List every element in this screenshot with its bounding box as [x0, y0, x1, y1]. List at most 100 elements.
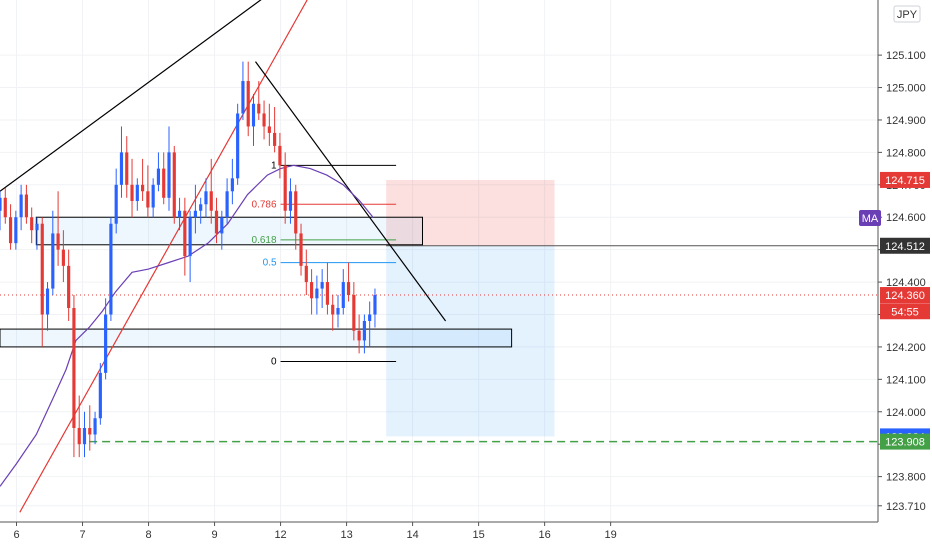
x-tick-label: 13 — [340, 529, 352, 541]
candle-body — [304, 265, 308, 283]
candle-body — [130, 184, 134, 202]
candlestick-series — [0, 61, 377, 458]
candle-body — [294, 191, 298, 234]
candle-body — [199, 204, 203, 211]
candle-body — [188, 217, 192, 257]
candle-body — [109, 223, 113, 315]
candle-body — [151, 184, 155, 208]
price-tag — [880, 171, 930, 188]
candle-body — [278, 145, 282, 166]
candle-body — [230, 178, 234, 192]
candle-body — [156, 168, 161, 185]
candle-body — [172, 152, 176, 218]
price-tag — [880, 237, 930, 254]
candle-body — [315, 288, 319, 299]
candle-body — [67, 265, 71, 309]
y-tick-label: 124.600 — [886, 212, 926, 224]
ma-badge[interactable]: MA — [859, 210, 881, 226]
candle-body — [209, 191, 213, 211]
currency-label: JPY — [897, 9, 918, 21]
y-tick-label: 124.100 — [886, 374, 926, 386]
candle-body — [220, 217, 224, 234]
candle-body — [177, 210, 182, 218]
candle-body — [320, 282, 324, 289]
candle-body — [357, 330, 361, 341]
price-tag — [880, 287, 930, 304]
candle-body — [193, 210, 197, 218]
price-tag-label: 123.908 — [885, 437, 925, 449]
candle-body — [98, 372, 102, 419]
x-tick-label: 7 — [79, 529, 85, 541]
candle-body — [77, 427, 81, 445]
candle-body — [299, 233, 303, 266]
candle-body — [19, 194, 23, 218]
x-tick-label: 12 — [274, 529, 286, 541]
currency-button[interactable]: JPY — [893, 5, 921, 23]
candle-body — [146, 191, 150, 208]
fib-level-label: 0 — [271, 357, 277, 368]
candle-body — [114, 184, 118, 224]
price-tag-label: 124.360 — [885, 290, 925, 302]
candle-body — [283, 165, 287, 211]
candle-body — [368, 314, 372, 321]
candle-body — [167, 152, 171, 198]
candle-body — [119, 152, 124, 185]
x-tick-label: 9 — [211, 529, 217, 541]
y-tick-label: 125.100 — [886, 50, 926, 62]
candle-body — [183, 210, 187, 257]
candle-body — [273, 132, 277, 146]
candle-body — [310, 282, 314, 299]
x-tick-label: 6 — [13, 529, 19, 541]
price-tag-label: 124.715 — [885, 175, 925, 187]
candle-body — [125, 152, 129, 185]
candle-body — [93, 418, 97, 435]
candle-body — [72, 308, 76, 428]
candle-body — [35, 223, 39, 231]
candle-body — [341, 282, 345, 309]
candle-body — [214, 210, 219, 234]
fib-level-label: 1 — [271, 160, 277, 171]
y-tick-label: 123.800 — [886, 472, 926, 484]
candle-body — [373, 295, 377, 315]
candle-body — [241, 81, 245, 114]
fib-level-label: 0.5 — [263, 258, 277, 269]
candle-body — [246, 81, 250, 127]
candle-body — [104, 314, 108, 373]
candle-body — [40, 223, 44, 315]
y-tick-label: 124.200 — [886, 342, 926, 354]
candle-body — [262, 113, 266, 127]
candle-body — [30, 217, 34, 231]
y-tick-label: 124.400 — [886, 277, 926, 289]
x-tick-label: 8 — [145, 529, 151, 541]
candle-body — [257, 103, 261, 114]
fib-level-label: 0.618 — [252, 235, 277, 246]
drawing-overlays: 1 0.786 0.618 0.5 0 — [0, 0, 878, 513]
x-tick-label: 19 — [605, 529, 617, 541]
candle-body — [325, 282, 330, 305]
price-tag — [880, 433, 930, 450]
candle-body — [331, 304, 335, 315]
candle-body — [267, 126, 271, 133]
moving-average-line — [0, 164, 374, 487]
y-tick-label: 124.000 — [886, 407, 926, 419]
candle-body — [352, 295, 356, 331]
candle-body — [61, 249, 65, 266]
candle-body — [135, 184, 139, 202]
price-tag — [880, 303, 930, 320]
candle-body — [88, 427, 92, 435]
x-tick-label: 16 — [538, 529, 550, 541]
candle-body — [236, 113, 240, 179]
trendline — [19, 0, 308, 513]
candle-body — [14, 217, 18, 244]
candle-body — [204, 191, 208, 205]
price-tag-label: 124.512 — [885, 241, 925, 253]
stop-loss-zone — [386, 179, 555, 246]
candle-body — [162, 168, 166, 198]
candle-body — [56, 233, 60, 250]
y-tick-label: 124.800 — [886, 147, 926, 159]
candle-body — [0, 197, 2, 211]
x-tick-label: 14 — [406, 529, 418, 541]
price-tag-label: 54:55 — [891, 306, 919, 318]
